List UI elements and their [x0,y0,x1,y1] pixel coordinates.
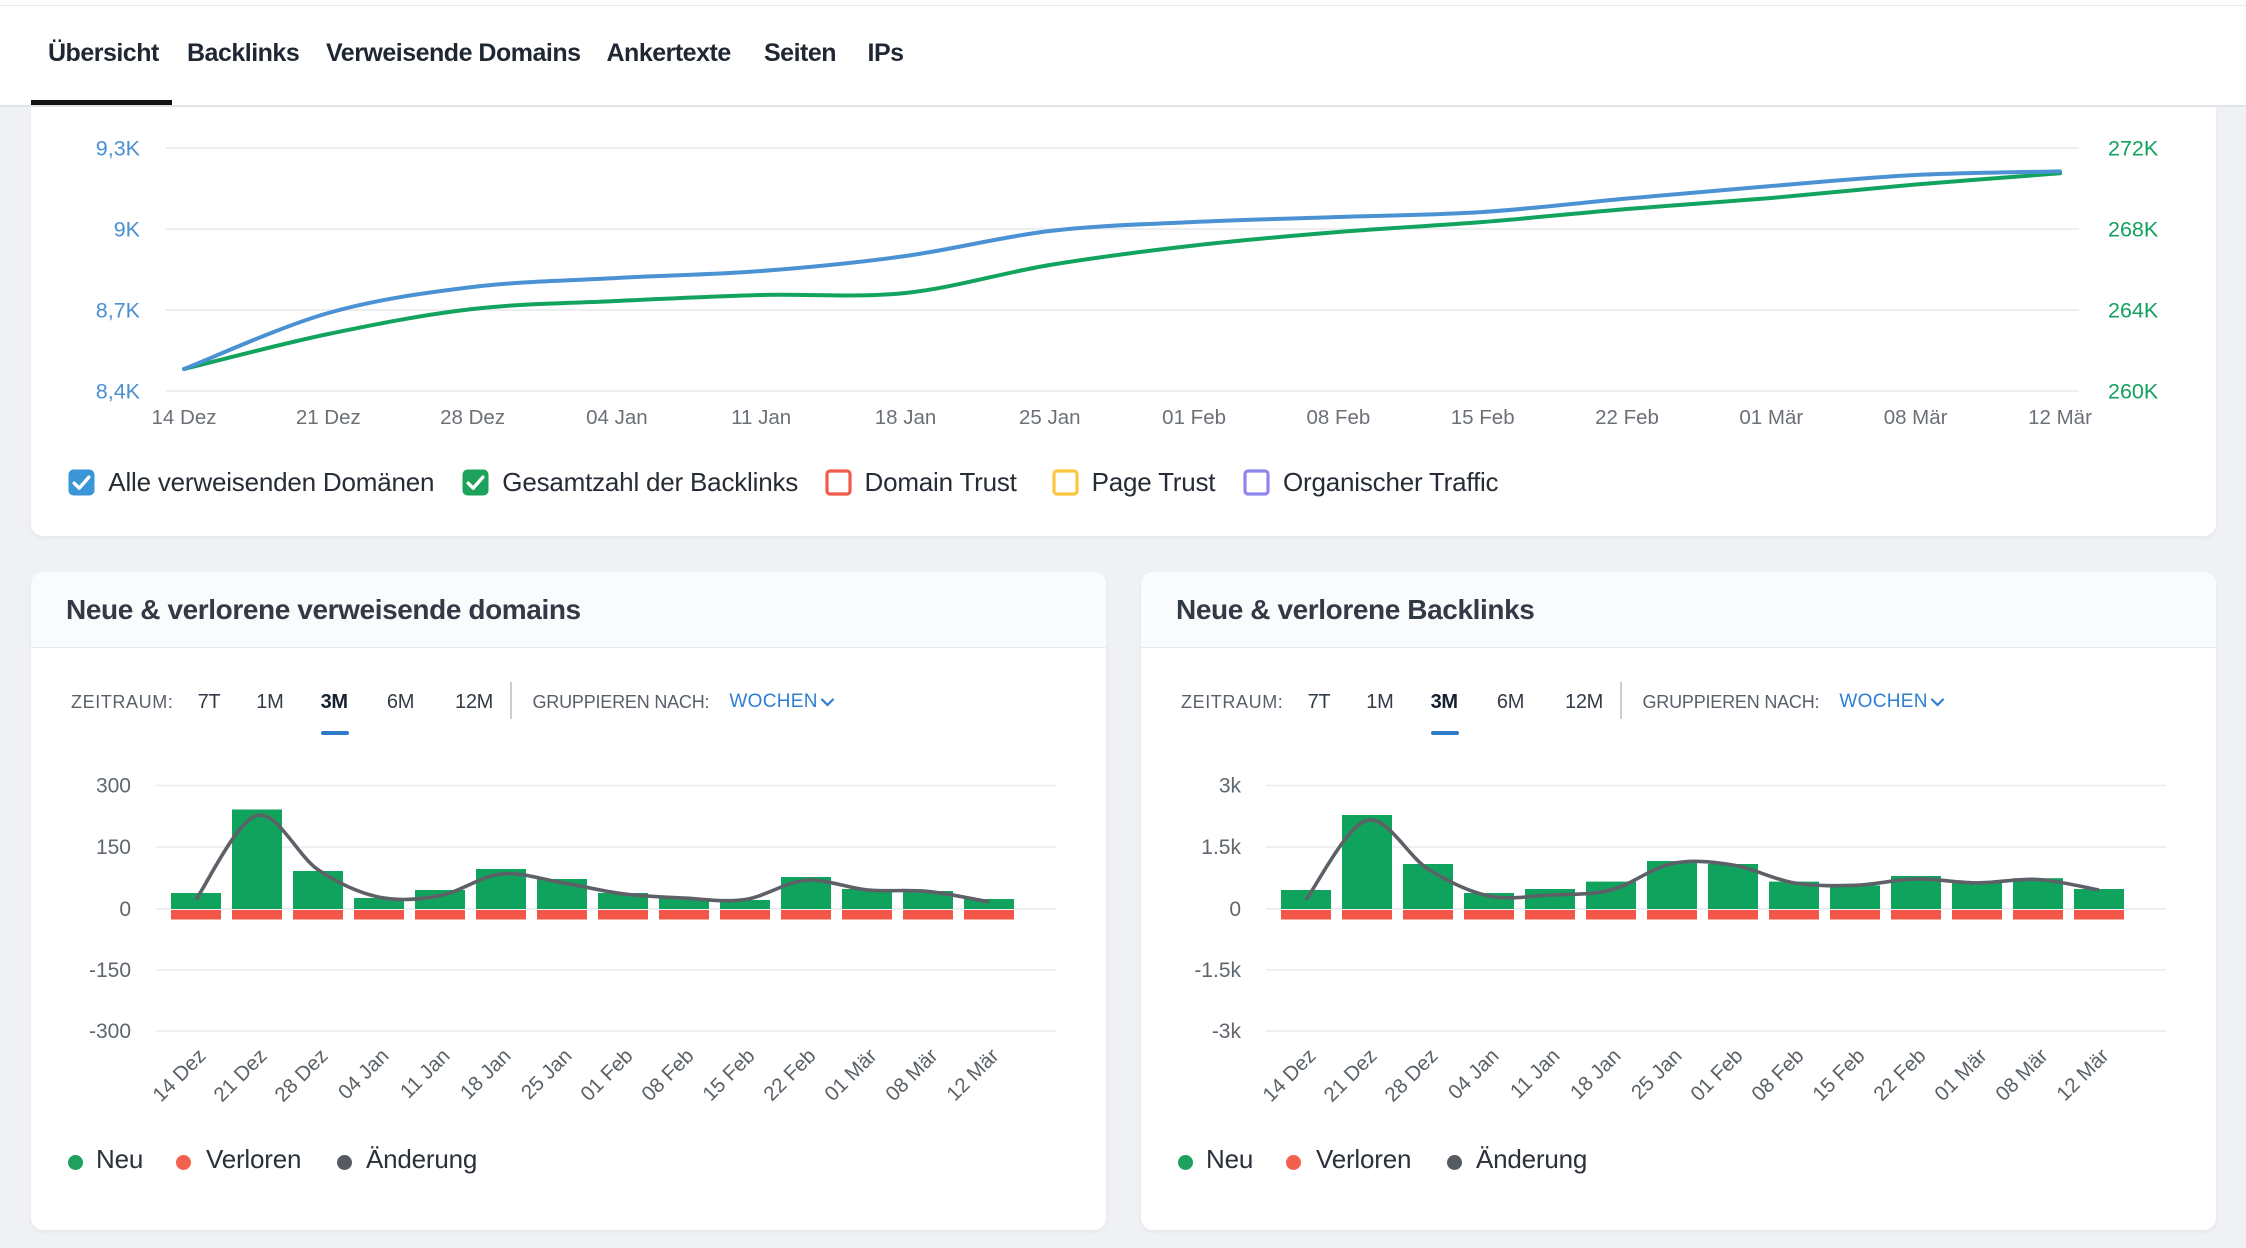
svg-text:01 Feb: 01 Feb [576,1044,637,1105]
svg-text:9,3K: 9,3K [96,137,141,161]
svg-text:22 Feb: 22 Feb [1869,1044,1930,1105]
svg-text:8,4K: 8,4K [96,380,141,404]
svg-text:25 Jan: 25 Jan [1019,406,1081,429]
svg-text:25 Jan: 25 Jan [517,1044,577,1104]
svg-text:15 Feb: 15 Feb [1808,1044,1869,1105]
svg-text:28 Dez: 28 Dez [440,406,505,429]
svg-text:11 Jan: 11 Jan [1506,1044,1565,1103]
svg-text:9K: 9K [114,218,141,242]
svg-text:8,7K: 8,7K [96,299,141,323]
svg-text:15 Feb: 15 Feb [698,1044,759,1105]
svg-text:12 Mär: 12 Mär [2052,1044,2114,1106]
svg-text:18 Jan: 18 Jan [456,1044,516,1104]
svg-text:0: 0 [119,898,131,921]
svg-text:11 Jan: 11 Jan [731,406,791,429]
svg-text:01 Mär: 01 Mär [1739,406,1803,429]
svg-text:18 Jan: 18 Jan [875,406,937,429]
svg-text:08 Mär: 08 Mär [1991,1044,2053,1106]
svg-text:-3k: -3k [1212,1020,1242,1043]
svg-text:300: 300 [96,775,131,798]
svg-text:01 Feb: 01 Feb [1686,1044,1747,1105]
svg-text:0: 0 [1229,898,1241,921]
svg-text:-150: -150 [89,959,131,982]
svg-text:18 Jan: 18 Jan [1566,1044,1626,1104]
svg-text:08 Feb: 08 Feb [637,1044,698,1105]
svg-text:150: 150 [96,836,131,859]
svg-text:21 Dez: 21 Dez [209,1044,271,1106]
svg-text:04 Jan: 04 Jan [1444,1044,1504,1104]
svg-text:01 Mär: 01 Mär [1930,1044,1992,1106]
svg-text:28 Dez: 28 Dez [270,1044,332,1106]
svg-text:01 Mär: 01 Mär [820,1044,882,1106]
svg-text:12 Mär: 12 Mär [942,1044,1004,1106]
svg-text:21 Dez: 21 Dez [1319,1044,1381,1106]
svg-text:-1.5k: -1.5k [1194,959,1241,982]
svg-text:25 Jan: 25 Jan [1627,1044,1687,1104]
svg-text:08 Mär: 08 Mär [881,1044,943,1106]
svg-text:04 Jan: 04 Jan [586,406,648,429]
svg-text:11 Jan: 11 Jan [396,1044,455,1103]
svg-text:264K: 264K [2108,299,2159,323]
svg-text:268K: 268K [2108,218,2159,242]
svg-text:08 Mär: 08 Mär [1884,406,1948,429]
svg-text:272K: 272K [2108,137,2159,161]
svg-text:3k: 3k [1219,775,1242,798]
svg-text:22 Feb: 22 Feb [759,1044,820,1105]
svg-text:260K: 260K [2108,380,2159,404]
svg-text:01 Feb: 01 Feb [1162,406,1226,429]
svg-text:-300: -300 [89,1020,131,1043]
svg-text:14 Dez: 14 Dez [152,406,217,429]
svg-text:1.5k: 1.5k [1201,836,1241,859]
svg-text:04 Jan: 04 Jan [334,1044,394,1104]
svg-text:28 Dez: 28 Dez [1380,1044,1442,1106]
svg-text:08 Feb: 08 Feb [1747,1044,1808,1105]
svg-text:12 Mär: 12 Mär [2028,406,2092,429]
svg-text:14 Dez: 14 Dez [148,1044,210,1106]
svg-text:21 Dez: 21 Dez [296,406,361,429]
svg-text:08 Feb: 08 Feb [1306,406,1370,429]
svg-text:22 Feb: 22 Feb [1595,406,1659,429]
svg-text:14 Dez: 14 Dez [1258,1044,1320,1106]
svg-text:15 Feb: 15 Feb [1451,406,1515,429]
